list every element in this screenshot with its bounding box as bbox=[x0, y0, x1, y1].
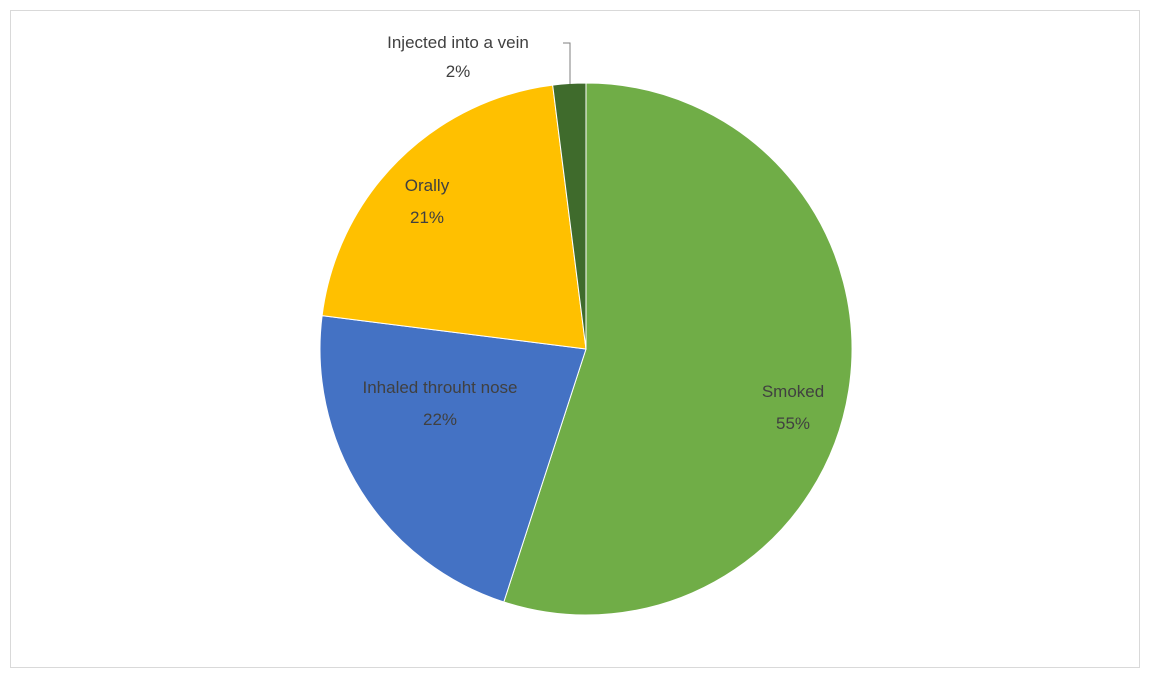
slice-inhaled-throuht-nose bbox=[319, 315, 587, 603]
label-smoked-value: 55% bbox=[776, 414, 810, 433]
label-injected-name: Injected into a vein bbox=[387, 33, 529, 52]
slice-injected-into-a-vein bbox=[552, 82, 587, 350]
label-smoked-name: Smoked bbox=[762, 382, 824, 401]
slice-orally bbox=[321, 84, 587, 350]
label-orally-value: 21% bbox=[410, 208, 444, 227]
data-label-smoked: Smoked 55% bbox=[762, 382, 824, 433]
slice-smoked bbox=[503, 82, 853, 616]
leader-line-injected-into-a-vein bbox=[563, 42, 571, 84]
label-inhaled-value: 22% bbox=[423, 410, 457, 429]
data-label-injected-into-a-vein: Injected into a vein 2% bbox=[387, 33, 529, 81]
data-label-orally: Orally 21% bbox=[405, 176, 450, 227]
pie-slices bbox=[319, 82, 853, 616]
label-injected-value: 2% bbox=[446, 62, 471, 81]
data-label-inhaled-throuht-nose: Inhaled throuht nose 22% bbox=[362, 378, 517, 429]
label-orally-name: Orally bbox=[405, 176, 450, 195]
label-inhaled-name: Inhaled throuht nose bbox=[362, 378, 517, 397]
